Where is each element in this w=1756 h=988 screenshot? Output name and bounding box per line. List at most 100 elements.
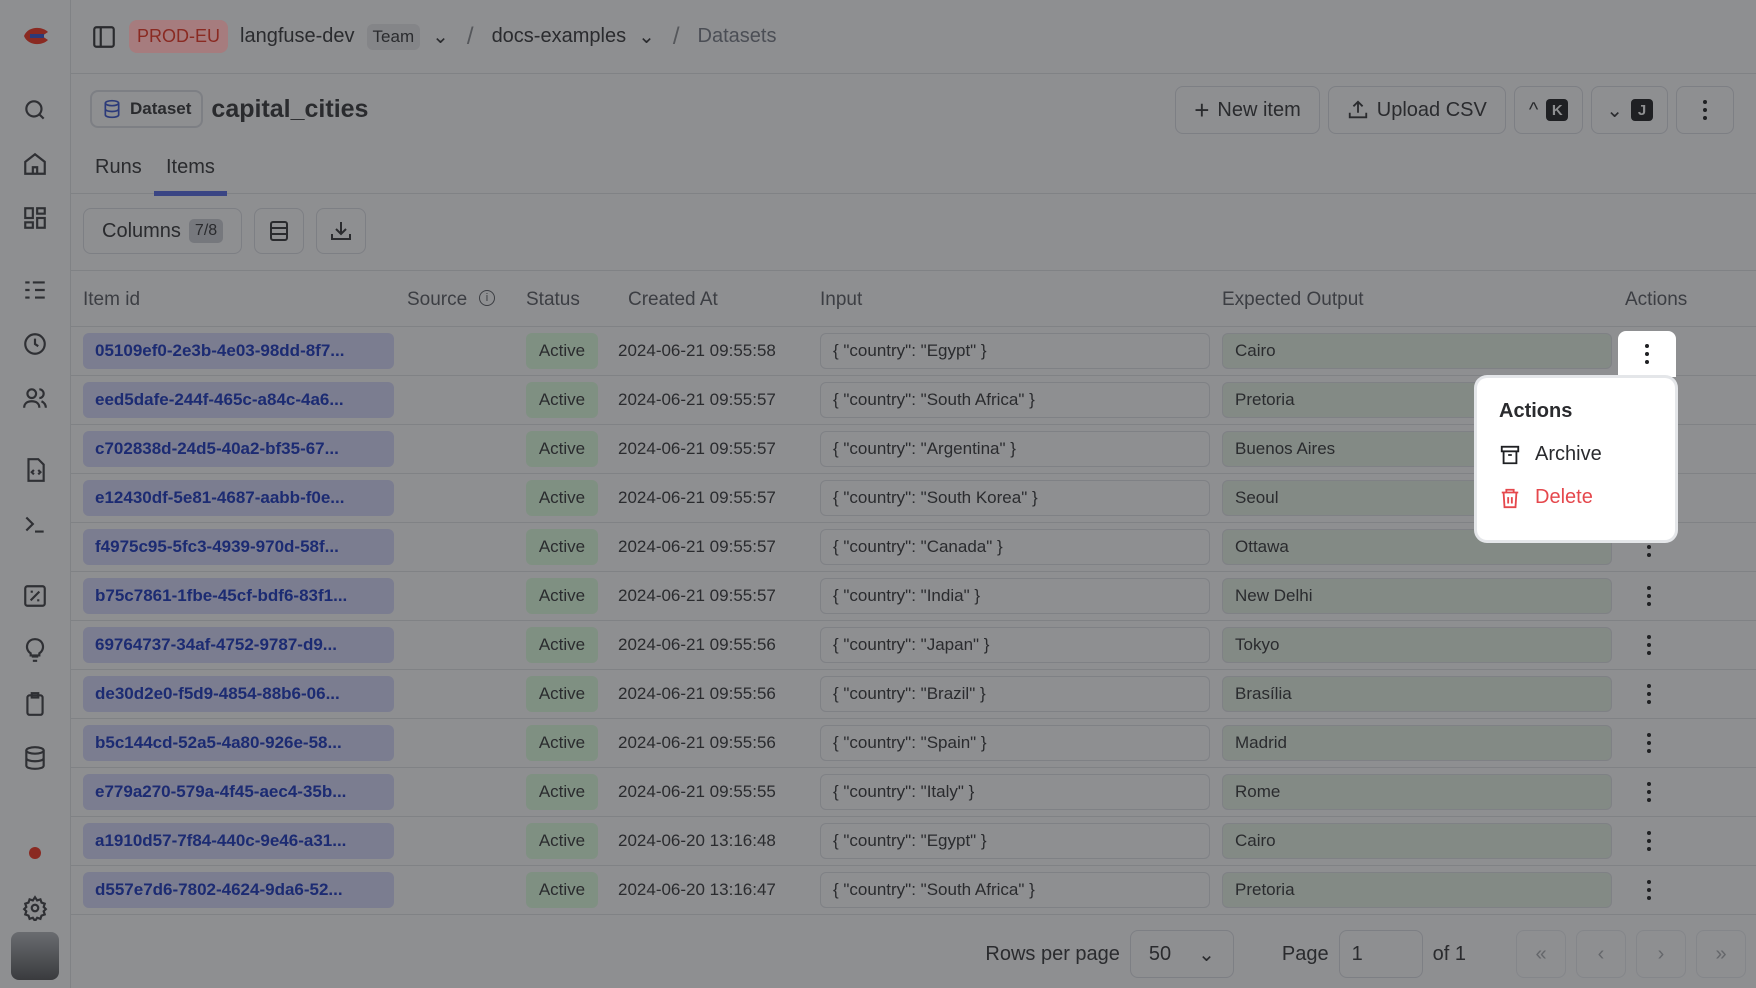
org-breadcrumb[interactable]: langfuse-dev (240, 25, 355, 47)
input-cell: { "country": "Canada" } (820, 529, 1210, 565)
created-at: 2024-06-21 09:55:56 (618, 684, 776, 703)
created-at: 2024-06-21 09:55:57 (618, 537, 776, 556)
columns-count: 7/8 (188, 219, 224, 243)
item-id-link[interactable]: de30d2e0-f5d9-4854-88b6-06... (83, 676, 394, 712)
avatar[interactable] (11, 932, 59, 980)
more-vertical-icon[interactable] (1639, 631, 1659, 659)
previous-page-button[interactable]: ‹ (1576, 930, 1626, 978)
terminal-icon[interactable] (22, 511, 48, 537)
gear-icon[interactable] (22, 895, 48, 921)
page-header: Dataset capital_cities (90, 90, 368, 128)
last-page-button[interactable]: » (1696, 930, 1746, 978)
new-item-button[interactable]: + New item (1175, 86, 1320, 134)
item-id-link[interactable]: b75c7861-1fbe-45cf-bdf6-83f1... (83, 578, 394, 614)
sidebar-toggle-icon[interactable] (91, 24, 117, 50)
clock-icon[interactable] (22, 331, 48, 357)
previous-item-button[interactable]: ^ K (1513, 86, 1584, 134)
more-options-button[interactable] (1676, 86, 1734, 134)
dataset-badge: Dataset (90, 90, 204, 128)
columns-label: Columns (102, 219, 181, 242)
more-vertical-icon[interactable] (1639, 729, 1659, 757)
menu-item-archive[interactable]: Archive (1499, 443, 1653, 466)
database-icon[interactable] (22, 745, 48, 771)
upload-csv-button[interactable]: Upload CSV (1327, 86, 1506, 134)
more-vertical-icon[interactable] (1639, 680, 1659, 708)
status-badge: Active (526, 529, 598, 565)
plan-badge: Team (366, 23, 421, 50)
page-title: capital_cities (211, 94, 369, 123)
column-header[interactable]: Created At (628, 289, 718, 310)
input-cell: { "country": "South Korea" } (820, 480, 1210, 516)
more-vertical-icon[interactable] (1639, 778, 1659, 806)
table-row[interactable]: b5c144cd-52a5-4a80-926e-58... Active 202… (71, 719, 1756, 768)
input-cell: { "country": "Spain" } (820, 725, 1210, 761)
more-vertical-icon (1695, 100, 1715, 120)
page-label: Page (1281, 942, 1329, 965)
table-row[interactable]: a1910d57-7f84-440c-9e46-a31... Active 20… (71, 817, 1756, 866)
page-input[interactable]: 1 (1338, 930, 1423, 978)
home-icon[interactable] (22, 151, 48, 177)
scores-icon[interactable] (22, 583, 48, 609)
users-icon[interactable] (22, 385, 48, 411)
chevron-down-icon[interactable]: ⌄ (638, 26, 655, 48)
prompt-file-icon[interactable] (22, 457, 48, 483)
table-row[interactable]: 69764737-34af-4752-9787-d9... Active 202… (71, 621, 1756, 670)
input-cell: { "country": "Brazil" } (820, 676, 1210, 712)
item-id-link[interactable]: eed5dafe-244f-465c-a84c-4a6... (83, 382, 394, 418)
item-id-link[interactable]: 69764737-34af-4752-9787-d9... (83, 627, 394, 663)
item-id-link[interactable]: b5c144cd-52a5-4a80-926e-58... (83, 725, 394, 761)
item-id-link[interactable]: e779a270-579a-4f45-aec4-35b... (83, 774, 394, 810)
table-row[interactable]: de30d2e0-f5d9-4854-88b6-06... Active 202… (71, 670, 1756, 719)
sidebar (0, 0, 71, 988)
menu-item-label: Archive (1535, 443, 1602, 465)
dashboard-icon[interactable] (22, 205, 48, 231)
table-row[interactable]: 05109ef0-2e3b-4e03-98dd-8f7... Active 20… (71, 327, 1756, 376)
column-header[interactable]: Source (407, 289, 468, 310)
input-cell: { "country": "Japan" } (820, 627, 1210, 663)
traces-icon[interactable] (22, 277, 48, 303)
page-breadcrumb[interactable]: Datasets (697, 25, 777, 47)
next-page-button[interactable]: › (1636, 930, 1686, 978)
more-vertical-icon[interactable] (1639, 827, 1659, 855)
project-breadcrumb[interactable]: docs-examples (491, 25, 627, 47)
search-icon[interactable] (22, 97, 48, 123)
row-actions-button-open[interactable] (1618, 331, 1676, 377)
row-height-button[interactable] (254, 208, 305, 254)
page-input-value: 1 (1351, 942, 1363, 965)
item-id-link[interactable]: c702838d-24d5-40a2-bf35-67... (83, 431, 394, 467)
column-header[interactable]: Status (526, 289, 580, 310)
table-row[interactable]: f4975c95-5fc3-4939-970d-58f... Active 20… (71, 523, 1756, 572)
clipboard-icon[interactable] (22, 691, 48, 717)
item-id-link[interactable]: 05109ef0-2e3b-4e03-98dd-8f7... (83, 333, 394, 369)
input-cell: { "country": "India" } (820, 578, 1210, 614)
table-row[interactable]: eed5dafe-244f-465c-a84c-4a6... Active 20… (71, 376, 1756, 425)
actions-dropdown-menu: Actions Archive Delete (1477, 378, 1675, 540)
tab-runs[interactable]: Runs (95, 156, 142, 178)
lightbulb-icon[interactable] (22, 637, 48, 663)
column-header[interactable]: Item id (83, 289, 141, 310)
item-id-link[interactable]: d557e7d6-7802-4624-9da6-52... (83, 872, 394, 908)
menu-item-delete[interactable]: Delete (1499, 486, 1653, 509)
more-vertical-icon[interactable] (1639, 876, 1659, 904)
next-item-button[interactable]: ⌄ J (1591, 86, 1668, 134)
download-button[interactable] (316, 208, 367, 254)
tab-items[interactable]: Items (154, 156, 227, 196)
rows-per-page-select[interactable]: 50 ⌄ (1129, 930, 1234, 978)
table-row[interactable]: d557e7d6-7802-4624-9da6-52... Active 202… (71, 866, 1756, 915)
chevron-down-icon[interactable]: ⌄ (432, 26, 449, 48)
first-page-button[interactable]: « (1516, 930, 1566, 978)
table-row[interactable]: e12430df-5e81-4687-aabb-f0e... Active 20… (71, 474, 1756, 523)
column-header[interactable]: Expected Output (1222, 289, 1364, 310)
item-id-link[interactable]: e12430df-5e81-4687-aabb-f0e... (83, 480, 394, 516)
columns-button[interactable]: Columns 7/8 (83, 208, 243, 254)
more-vertical-icon[interactable] (1639, 582, 1659, 610)
item-id-link[interactable]: a1910d57-7f84-440c-9e46-a31... (83, 823, 394, 859)
table-row[interactable]: e779a270-579a-4f45-aec4-35b... Active 20… (71, 768, 1756, 817)
item-id-link[interactable]: f4975c95-5fc3-4939-970d-58f... (83, 529, 394, 565)
langfuse-logo[interactable] (22, 26, 50, 46)
column-header[interactable]: Input (820, 289, 863, 310)
info-icon[interactable]: i (479, 290, 495, 306)
status-badge: Active (526, 627, 598, 663)
input-cell: { "country": "Egypt" } (820, 333, 1210, 369)
table-row[interactable]: b75c7861-1fbe-45cf-bdf6-83f1... Active 2… (71, 572, 1756, 621)
